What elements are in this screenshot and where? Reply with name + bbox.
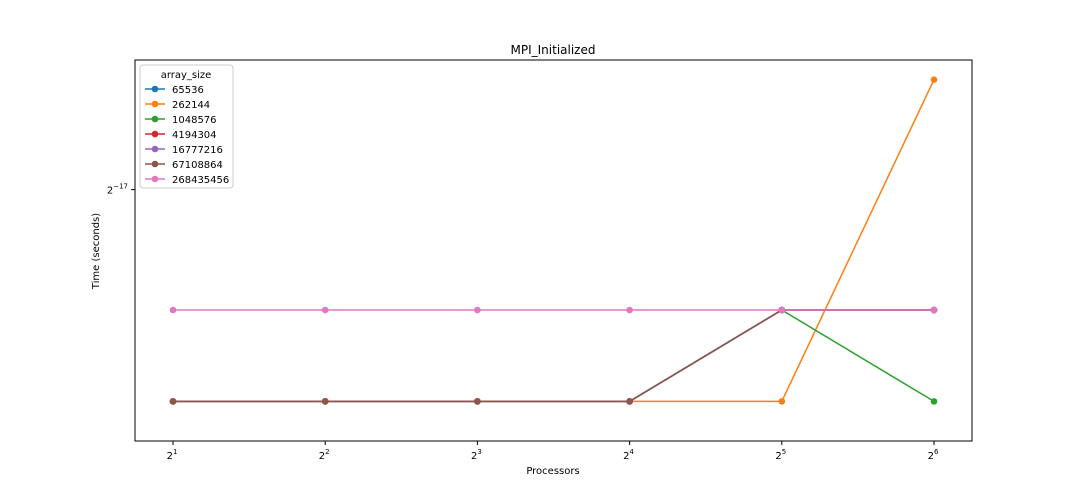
legend-marker bbox=[151, 115, 159, 123]
plot-area bbox=[134, 59, 973, 442]
x-axis-label: Processors bbox=[526, 466, 579, 477]
data-point bbox=[930, 306, 938, 314]
legend-label: 4194304 bbox=[172, 130, 217, 141]
data-point bbox=[169, 306, 177, 314]
chart-title: MPI_Initialized bbox=[511, 43, 596, 57]
data-point bbox=[626, 306, 633, 314]
legend-label: 262144 bbox=[172, 100, 210, 111]
series-268435456 bbox=[169, 306, 938, 314]
y-axis: 2−17 bbox=[107, 183, 135, 197]
data-point bbox=[778, 398, 786, 405]
legend-item: 65536 bbox=[145, 85, 204, 96]
x-tick-label: 26 bbox=[928, 448, 939, 462]
legend-item: 67108864 bbox=[145, 160, 223, 171]
x-tick-label: 21 bbox=[167, 448, 178, 462]
data-point bbox=[321, 398, 329, 405]
legend-item: 16777216 bbox=[145, 145, 223, 156]
x-tick-label: 24 bbox=[623, 448, 634, 462]
legend-item: 1048576 bbox=[145, 115, 217, 126]
legend-item: 268435456 bbox=[145, 175, 229, 186]
y-axis-label: Time (seconds) bbox=[91, 213, 102, 290]
data-point bbox=[169, 398, 177, 405]
legend-label: 67108864 bbox=[172, 160, 223, 171]
y-tick-label: 2−17 bbox=[107, 183, 128, 197]
legend-items: 65536 262144 1048576 4194304 16777216 6710886… bbox=[145, 85, 229, 186]
data-point bbox=[321, 306, 329, 314]
legend-marker bbox=[151, 175, 159, 183]
data-point bbox=[474, 398, 481, 405]
data-point bbox=[474, 306, 481, 314]
x-tick-label: 22 bbox=[319, 448, 330, 462]
data-point bbox=[778, 306, 786, 314]
legend-label: 268435456 bbox=[172, 175, 229, 186]
legend-marker bbox=[151, 145, 159, 153]
legend-label: 1048576 bbox=[172, 115, 217, 126]
data-point bbox=[930, 76, 938, 83]
legend-label: 65536 bbox=[172, 85, 204, 96]
series-layer bbox=[169, 76, 938, 405]
data-point bbox=[930, 398, 938, 405]
legend: array_size 65536 262144 1048576 4194304 1677… bbox=[139, 64, 234, 189]
data-point bbox=[626, 398, 633, 405]
legend-title: array_size bbox=[161, 70, 212, 81]
legend-item: 4194304 bbox=[145, 130, 217, 141]
x-tick-label: 23 bbox=[471, 448, 482, 462]
legend-marker bbox=[151, 160, 159, 168]
legend-marker bbox=[151, 85, 159, 93]
legend-frame bbox=[139, 64, 234, 189]
legend-marker bbox=[151, 100, 159, 108]
legend-marker bbox=[151, 130, 159, 138]
legend-label: 16777216 bbox=[172, 145, 223, 156]
x-tick-label: 25 bbox=[775, 448, 786, 462]
legend-item: 262144 bbox=[145, 100, 210, 111]
plot-frame bbox=[134, 59, 973, 442]
x-axis: 21 22 23 24 25 26 bbox=[167, 441, 939, 462]
